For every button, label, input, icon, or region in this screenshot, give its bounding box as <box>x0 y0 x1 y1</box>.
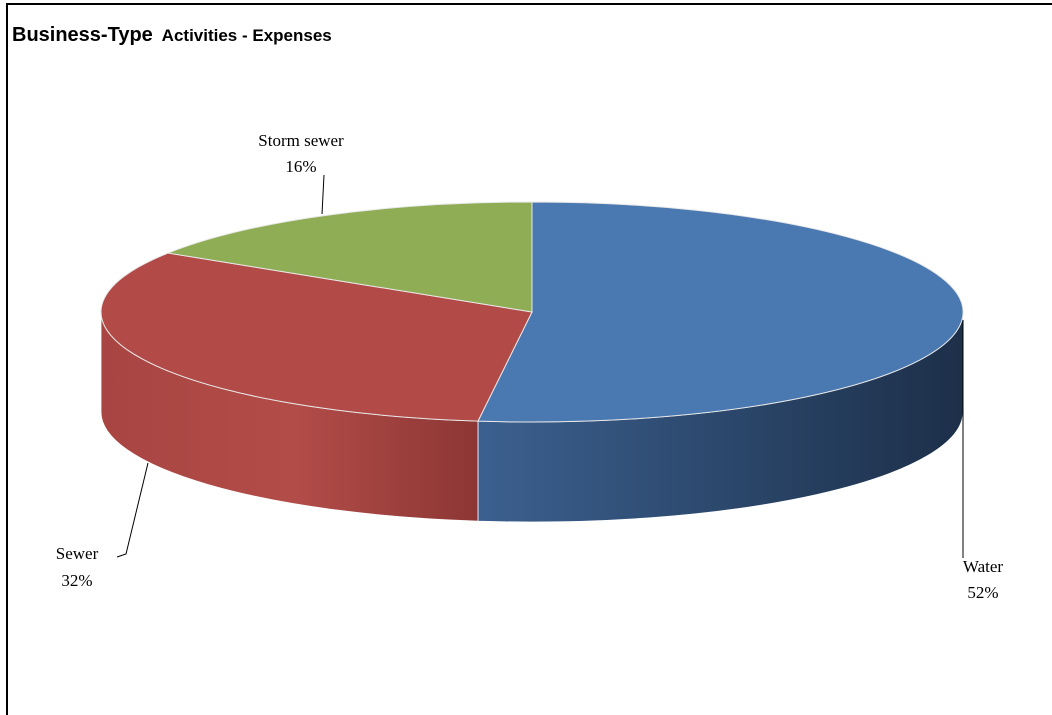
slice-label-storm-sewer: Storm sewer <box>258 131 344 150</box>
leader-lines <box>116 174 964 558</box>
data-labels: Water 52% Sewer 32% Storm sewer 16% <box>56 131 1004 602</box>
slice-label-water: Water <box>963 557 1003 576</box>
pie-slices <box>100 201 964 423</box>
leader-line-sewer <box>116 462 149 558</box>
chart-frame <box>6 3 1052 715</box>
slice-water <box>477 201 964 423</box>
slice-label-sewer: Sewer <box>56 544 99 563</box>
slice-storm-sewer <box>166 201 533 313</box>
chart-title: Business-Type Activities - Expenses <box>12 12 332 49</box>
slice-value-sewer: 32% <box>61 571 92 590</box>
chart-title-main: Business-Type <box>12 24 153 46</box>
slice-sewer <box>100 252 533 422</box>
chart-title-sub: Activities - Expenses <box>161 26 332 45</box>
slice-value-water: 52% <box>967 583 998 602</box>
slice-value-storm-sewer: 16% <box>285 157 316 176</box>
leader-line-storm-sewer <box>321 174 325 215</box>
